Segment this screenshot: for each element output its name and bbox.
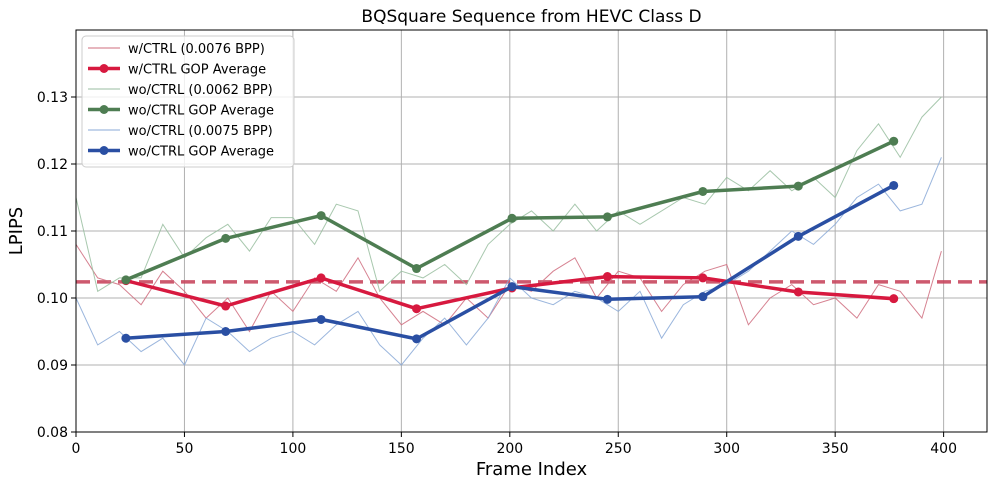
series-layer [75, 96, 942, 366]
series-point [221, 327, 231, 336]
y-tick-label: 0.11 [37, 224, 68, 240]
series-point [316, 273, 326, 283]
legend-box [81, 35, 295, 168]
y-axis-label: LPIPS [6, 207, 27, 255]
ticks: 0 50 100 150 200 250 300 350 400 0.08 0.09 0.10 0.11… [37, 90, 957, 457]
y-tick-label: 0.08 [37, 425, 68, 441]
legend-marker [99, 64, 109, 73]
series-point [698, 273, 708, 283]
series-point [507, 282, 517, 292]
legend-label: w/CTRL (0.0076 BPP) [128, 42, 265, 57]
series-point [316, 211, 326, 221]
legend-marker [99, 105, 109, 114]
x-tick-label: 400 [930, 441, 957, 457]
series-point [602, 212, 612, 222]
series-point [221, 301, 231, 311]
series-point [793, 181, 803, 191]
legend-marker [99, 146, 109, 155]
series-point [121, 275, 131, 285]
series-point [602, 294, 612, 304]
series-point [121, 333, 131, 343]
series-point [698, 292, 708, 302]
series-point [412, 334, 422, 344]
legend-label: w/CTRL GOP Average [128, 63, 266, 78]
chart-title: BQSquare Sequence from HEVC Class D [361, 7, 701, 27]
series-point [698, 186, 708, 196]
series-point [889, 180, 899, 190]
series-point [221, 233, 231, 243]
legend: w/CTRL (0.0076 BPP) w/CTRL GOP Average wo/… [81, 35, 295, 168]
y-tick-label: 0.12 [37, 157, 68, 173]
x-tick-label: 200 [496, 441, 523, 457]
y-tick-label: 0.09 [37, 358, 68, 374]
series-point [889, 136, 899, 146]
series-point [793, 287, 803, 297]
series-point [316, 314, 326, 324]
series-point [602, 272, 612, 282]
x-tick-label: 50 [176, 441, 194, 457]
x-tick-label: 0 [72, 441, 81, 457]
x-tick-label: 300 [713, 441, 740, 457]
series-point [793, 231, 803, 241]
series-point [412, 264, 422, 274]
legend-label: wo/CTRL GOP Average [128, 104, 274, 119]
x-tick-label: 100 [280, 441, 307, 457]
legend-label: wo/CTRL GOP Average [128, 145, 274, 160]
y-tick-label: 0.13 [37, 90, 68, 106]
series-point [412, 304, 422, 314]
x-tick-label: 150 [388, 441, 415, 457]
legend-label: wo/CTRL (0.0075 BPP) [128, 124, 273, 139]
x-tick-label: 350 [822, 441, 849, 457]
x-axis-label: Frame Index [476, 459, 588, 480]
x-tick-label: 250 [605, 441, 632, 457]
series-point [507, 213, 517, 223]
y-tick-label: 0.10 [37, 291, 68, 307]
series-point [889, 294, 899, 304]
legend-label: wo/CTRL (0.0062 BPP) [128, 83, 273, 98]
